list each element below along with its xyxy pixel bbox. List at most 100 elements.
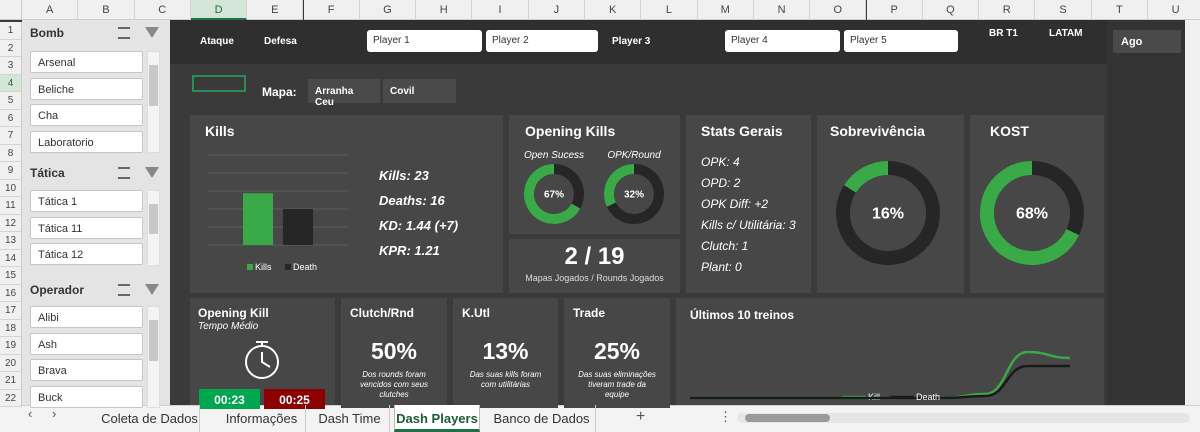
slicer-scroll-thumb[interactable] (149, 204, 158, 235)
row-header: 4 (0, 74, 22, 92)
sheet-tab[interactable]: Informações (218, 405, 306, 432)
rate-caption: Dos rounds foram vencidos com seus clutc… (359, 370, 429, 399)
player-button[interactable]: Player 4 (725, 30, 840, 52)
row-header: 16 (0, 284, 22, 302)
player-button[interactable]: Player 3 (612, 36, 651, 47)
period-dropdown[interactable]: Ago (1113, 30, 1181, 53)
donut-arc (524, 164, 581, 224)
row-header: 14 (0, 249, 22, 267)
sheet-tab[interactable]: Coleta de Dados (100, 405, 200, 432)
donut-label: 32% (624, 190, 644, 201)
opening-kill-subtitle: Tempo Médio (198, 321, 259, 332)
column-header: K (585, 0, 642, 20)
time-box: 00:25 (264, 389, 325, 409)
slicer-item[interactable]: Tática 12 (30, 243, 143, 265)
stat-line: OPK Diff: +2 (701, 197, 769, 211)
donut-arc (604, 164, 635, 207)
add-sheet[interactable]: + (636, 408, 645, 425)
row-header: 10 (0, 179, 22, 197)
slicer-item[interactable]: Tática 1 (30, 190, 143, 212)
column-header: P (866, 0, 923, 20)
h-scroll[interactable] (737, 413, 1190, 423)
donut-caption: OPK/Round (607, 150, 661, 161)
maps-rounds-caption: Mapas Jogados / Rounds Jogados (525, 273, 664, 283)
rate-card (341, 298, 447, 408)
tab-menu[interactable]: ⋮ (719, 409, 732, 424)
player-button[interactable]: Player 5 (844, 30, 958, 52)
slicer-scroll-thumb[interactable] (149, 320, 158, 361)
column-header: S (1035, 0, 1092, 20)
legend-label: Kills (255, 262, 272, 272)
slicer-item[interactable]: Laboratorio (30, 130, 143, 153)
column-header: F (303, 0, 360, 20)
slicer-title: Operador (30, 283, 85, 297)
slicer-scroll-thumb[interactable] (149, 65, 158, 106)
legend-label: Death (916, 392, 940, 402)
filter-clear-icon[interactable] (145, 167, 159, 178)
map-button[interactable]: Covil (383, 79, 456, 103)
legend-swatch (247, 264, 253, 270)
row-header: 15 (0, 267, 22, 285)
slicer-item[interactable]: Ash (30, 332, 143, 355)
map-label: Mapa: (262, 85, 297, 99)
row-header: 22 (0, 389, 22, 407)
bar (243, 193, 273, 245)
sheet-tab[interactable]: Banco de Dados (488, 405, 596, 432)
slicer-item[interactable]: Beliche (30, 77, 143, 100)
kills-stat: Deaths: 16 (379, 193, 445, 208)
rate-title: Clutch/Rnd (350, 306, 414, 320)
h-scroll-thumb[interactable] (745, 414, 830, 422)
multi-select-icon[interactable] (118, 284, 130, 296)
sheet-tab[interactable]: Dash Time (310, 405, 390, 432)
slicer-item[interactable]: Alibi (30, 306, 143, 328)
multi-select-icon[interactable] (118, 167, 130, 179)
slicer-title: Tática (30, 166, 65, 180)
column-header: E (247, 0, 304, 20)
region-button[interactable]: LATAM (1049, 28, 1083, 39)
maps-rounds-value: 2 / 19 (564, 243, 625, 270)
filter-clear-icon[interactable] (145, 284, 159, 295)
row-header: 2 (0, 39, 22, 57)
region-button[interactable]: BR T1 (989, 28, 1018, 39)
column-header: U (1148, 0, 1200, 20)
rate-value: 25% (593, 338, 641, 364)
donut-arc (844, 161, 889, 193)
side-button[interactable]: Ataque (200, 36, 234, 47)
period-label: Ago (1121, 36, 1143, 48)
filter-clear-icon[interactable] (145, 27, 159, 38)
row-header: 17 (0, 302, 22, 320)
kills-card (190, 115, 503, 293)
sheet-tab[interactable]: Dash Players (394, 405, 480, 432)
bar (283, 209, 313, 245)
row-header: 1 (0, 22, 22, 40)
time-box: 00:23 (199, 389, 260, 409)
player-button[interactable]: Player 2 (486, 30, 598, 52)
multi-select-icon[interactable] (118, 27, 130, 39)
nav-next[interactable]: › (52, 406, 56, 421)
side-button[interactable]: Defesa (264, 36, 297, 47)
opening-kills-title: Opening Kills (525, 123, 616, 139)
slicer-item[interactable]: Brava (30, 359, 143, 381)
donut-caption: Open Sucess (524, 150, 584, 161)
slicer-item[interactable]: Buck (30, 385, 143, 408)
slicer-item[interactable]: Arsenal (30, 51, 143, 73)
kost-title: KOST (990, 123, 1029, 139)
kills-title: Kills (205, 123, 235, 139)
slicer-item[interactable]: Tática 11 (30, 216, 143, 239)
rate-card (564, 298, 670, 408)
rate-card (453, 298, 558, 408)
rate-caption: Das suas kills foram com utilitárias (469, 370, 542, 389)
nav-prev[interactable]: ‹ (28, 406, 32, 421)
column-header: R (979, 0, 1036, 20)
column-header: J (528, 0, 585, 20)
column-header: M (697, 0, 754, 20)
stat-line: OPD: 2 (701, 176, 741, 190)
right-area (1107, 20, 1185, 405)
map-button[interactable]: Arranha Ceu (308, 79, 380, 108)
player-button[interactable]: Player 1 (367, 30, 482, 52)
column-header: Q (922, 0, 980, 20)
v-scroll[interactable] (1185, 20, 1200, 405)
stats-card (686, 115, 811, 293)
slicer-item[interactable]: Cha (30, 104, 143, 126)
row-header: 7 (0, 127, 22, 145)
